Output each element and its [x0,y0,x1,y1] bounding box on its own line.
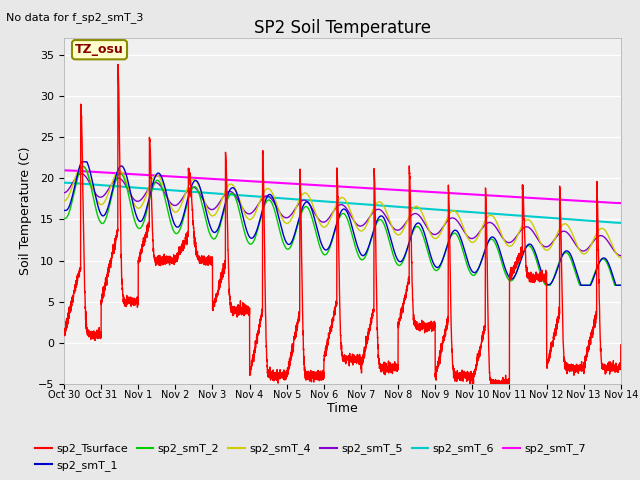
Legend: sp2_Tsurface, sp2_smT_1, sp2_smT_2, sp2_smT_4, sp2_smT_5, sp2_smT_6, sp2_smT_7: sp2_Tsurface, sp2_smT_1, sp2_smT_2, sp2_… [31,439,590,475]
Y-axis label: Soil Temperature (C): Soil Temperature (C) [19,147,33,276]
Title: SP2 Soil Temperature: SP2 Soil Temperature [254,19,431,37]
Text: No data for f_sp2_smT_3: No data for f_sp2_smT_3 [6,12,144,23]
Text: TZ_osu: TZ_osu [75,43,124,56]
X-axis label: Time: Time [327,402,358,415]
